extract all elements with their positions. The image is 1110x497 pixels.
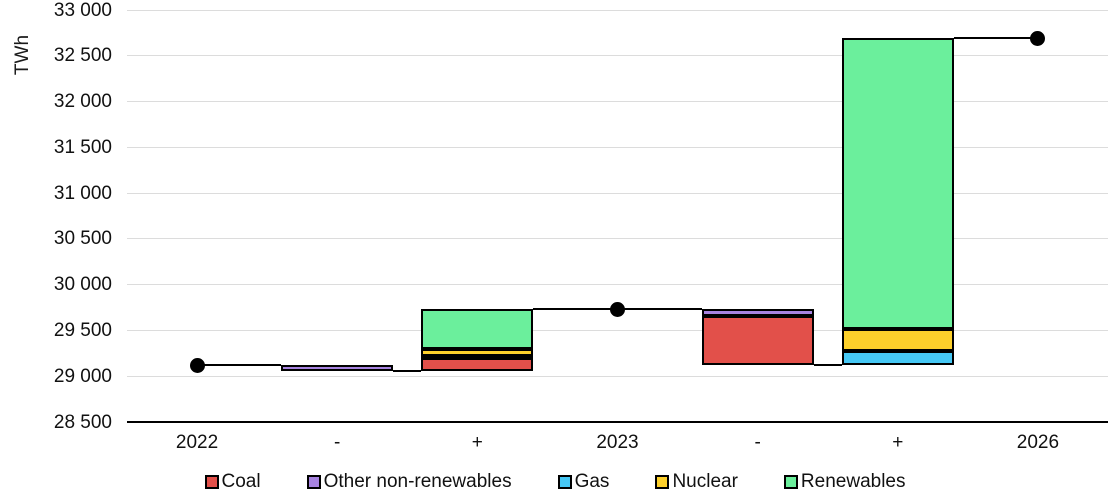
gridline bbox=[127, 284, 1108, 286]
y-tick-label: 32 000 bbox=[53, 91, 112, 113]
total-dot-2023[interactable] bbox=[610, 301, 625, 317]
bar-segment-nuclear[interactable] bbox=[421, 348, 534, 356]
bar-segment-other-non-renewables[interactable] bbox=[701, 309, 814, 317]
legend-swatch-renewables bbox=[783, 475, 798, 489]
y-tick-label: 32 500 bbox=[53, 45, 112, 67]
x-tick-label-2026: 2026 bbox=[1016, 432, 1060, 453]
gridline bbox=[127, 55, 1108, 57]
bar-segment-other-non-renewables[interactable] bbox=[281, 365, 394, 372]
gridline bbox=[127, 101, 1108, 103]
x-tick-label--: + bbox=[471, 432, 483, 453]
bar-segment-nuclear[interactable] bbox=[841, 328, 954, 351]
gridline bbox=[127, 192, 1108, 194]
gridline bbox=[127, 238, 1108, 240]
y-tick-label: 30 000 bbox=[53, 274, 112, 296]
legend: Coal Other non-renewables Gas Nuclear Renewa… bbox=[0, 471, 1110, 493]
y-tick-label: 33 000 bbox=[53, 0, 112, 21]
gridline bbox=[127, 375, 1108, 377]
y-tick-label: 30 500 bbox=[53, 228, 112, 250]
legend-label: Other non-renewables bbox=[323, 471, 512, 492]
legend-label: Coal bbox=[221, 471, 261, 492]
legend-swatch-gas bbox=[557, 475, 572, 489]
legend-item-renewables[interactable]: Renewables bbox=[783, 471, 906, 493]
bar-segment-coal[interactable] bbox=[701, 316, 814, 365]
gridline bbox=[127, 146, 1108, 148]
legend-item-nuclear[interactable]: Nuclear bbox=[655, 471, 738, 493]
legend-label: Nuclear bbox=[672, 471, 738, 492]
gridline bbox=[127, 9, 1108, 11]
legend-swatch-other-non-renewables bbox=[306, 475, 321, 489]
connector-line bbox=[953, 37, 1038, 40]
connector-line bbox=[813, 363, 842, 366]
bar-segment-renewables[interactable] bbox=[421, 309, 534, 349]
legend-swatch-nuclear bbox=[655, 475, 670, 489]
y-tick-label: 31 000 bbox=[53, 182, 112, 204]
x-tick-label-2022: 2022 bbox=[175, 432, 219, 453]
legend-item-other-non-renewables[interactable]: Other non-renewables bbox=[306, 471, 512, 493]
bar-segment-gas[interactable] bbox=[841, 350, 954, 365]
total-dot-2026[interactable] bbox=[1030, 30, 1046, 46]
x-axis-line bbox=[127, 421, 1108, 423]
total-dot-2022[interactable] bbox=[189, 357, 205, 373]
x-tick-label--: - bbox=[334, 432, 341, 453]
legend-label: Renewables bbox=[800, 471, 906, 492]
bar-segment-gas[interactable] bbox=[421, 355, 534, 360]
connector-line bbox=[197, 364, 282, 367]
legend-item-gas[interactable]: Gas bbox=[557, 471, 610, 493]
legend-item-coal[interactable]: Coal bbox=[204, 471, 261, 493]
x-tick-label--: - bbox=[754, 432, 761, 453]
gridline bbox=[127, 329, 1108, 331]
connector-line bbox=[393, 370, 422, 373]
y-tick-label: 31 500 bbox=[53, 136, 112, 158]
x-tick-label-2023: 2023 bbox=[596, 432, 639, 453]
y-tick-label: 28 500 bbox=[53, 411, 112, 433]
y-tick-label: 29 500 bbox=[53, 319, 112, 341]
y-tick-label: 29 000 bbox=[53, 365, 112, 387]
x-tick-label--: + bbox=[892, 432, 904, 453]
bar-segment-renewables[interactable] bbox=[841, 38, 954, 329]
legend-swatch-coal bbox=[204, 475, 219, 489]
legend-label: Gas bbox=[574, 471, 610, 492]
